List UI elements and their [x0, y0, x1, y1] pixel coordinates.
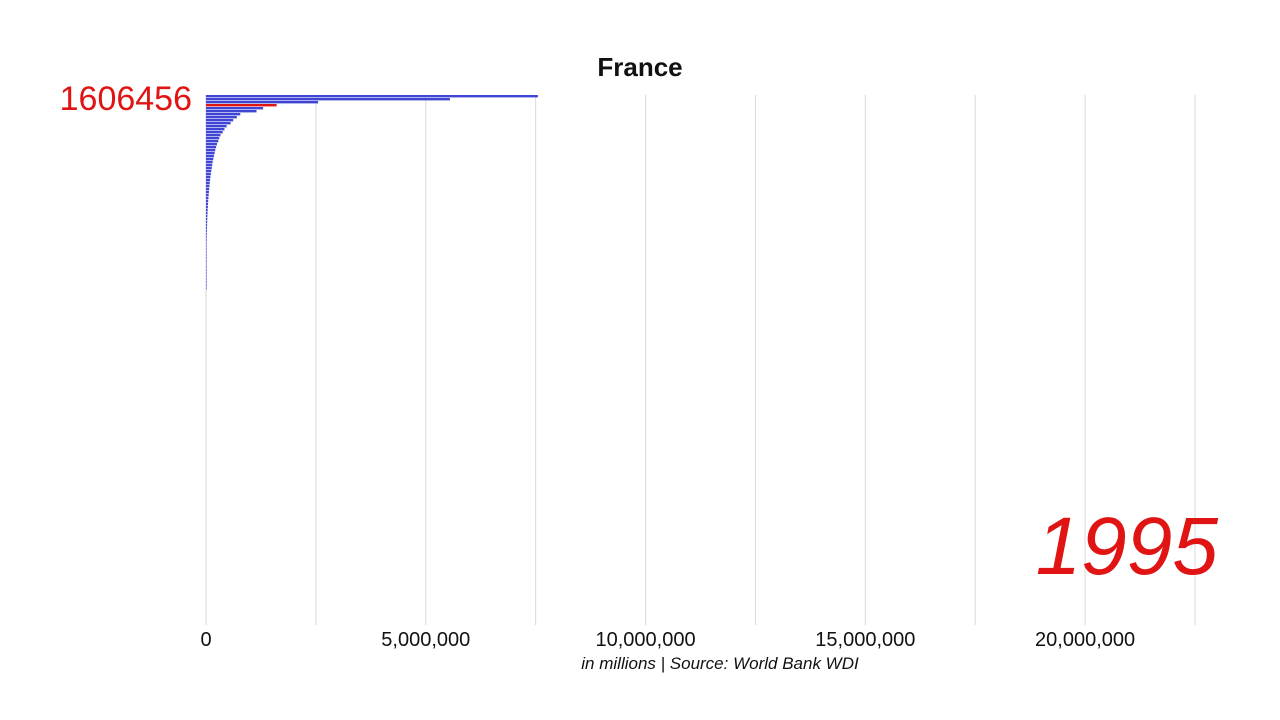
bar	[206, 245, 207, 248]
bar	[206, 152, 215, 155]
bar	[206, 134, 221, 137]
bar	[206, 179, 211, 182]
bar	[206, 251, 207, 254]
bar	[206, 230, 207, 233]
bar	[206, 119, 234, 122]
bar	[206, 188, 210, 191]
bar	[206, 113, 241, 116]
bar	[206, 110, 257, 113]
bar	[206, 287, 207, 290]
bar	[206, 218, 208, 221]
bar	[206, 170, 212, 173]
year-label: 1995	[1035, 501, 1218, 592]
bar	[206, 167, 212, 170]
bar-highlight	[206, 104, 277, 107]
bar	[206, 185, 210, 188]
bar	[206, 278, 207, 281]
bar	[206, 263, 207, 266]
bar	[206, 206, 208, 209]
bar	[206, 200, 209, 203]
x-tick-label: 5,000,000	[381, 629, 470, 651]
bar	[206, 140, 219, 143]
bar	[206, 131, 223, 134]
bar	[206, 155, 214, 158]
bar	[206, 239, 207, 242]
bar	[206, 257, 207, 260]
bar	[206, 107, 264, 110]
bar	[206, 248, 207, 251]
chart-title: France	[597, 52, 683, 82]
bar	[206, 233, 207, 236]
bar	[206, 266, 207, 269]
bar	[206, 275, 207, 278]
bar	[206, 242, 207, 245]
x-tick-label: 20,000,000	[1035, 629, 1135, 651]
bar	[206, 212, 208, 215]
bar	[206, 98, 450, 101]
bar	[206, 101, 319, 104]
x-tick-label: 15,000,000	[815, 629, 915, 651]
bars	[206, 95, 538, 290]
bar	[206, 191, 209, 194]
bar	[206, 209, 208, 212]
bar	[206, 221, 208, 224]
bar	[206, 125, 227, 128]
bar	[206, 149, 216, 152]
x-axis-ticks: 0 5,000,000 10,000,000 15,000,000 20,000,000	[200, 629, 1135, 651]
bar	[206, 194, 209, 197]
bar	[206, 284, 207, 287]
bar	[206, 254, 207, 257]
bar	[206, 182, 210, 185]
bar	[206, 197, 209, 200]
bar	[206, 164, 213, 167]
source-caption: in millions | Source: World Bank WDI	[581, 654, 859, 673]
bar	[206, 122, 231, 125]
bar	[206, 281, 207, 284]
bar	[206, 176, 211, 179]
bar	[206, 173, 211, 176]
bar	[206, 260, 207, 263]
highlight-value-label: 1606456	[59, 80, 192, 118]
bar	[206, 146, 217, 149]
bar	[206, 161, 213, 164]
bar	[206, 227, 207, 230]
bar	[206, 116, 237, 119]
x-tick-label: 10,000,000	[596, 629, 696, 651]
gridlines	[205, 95, 1196, 625]
bar	[206, 95, 538, 98]
x-tick-label: 0	[200, 629, 211, 651]
bar	[206, 143, 217, 146]
bar	[206, 128, 225, 131]
bar	[206, 269, 207, 272]
bar	[206, 236, 207, 239]
bar	[206, 215, 208, 218]
bar	[206, 137, 220, 140]
bar	[206, 203, 209, 206]
bar	[206, 224, 208, 227]
bar	[206, 272, 207, 275]
bar	[206, 158, 214, 161]
